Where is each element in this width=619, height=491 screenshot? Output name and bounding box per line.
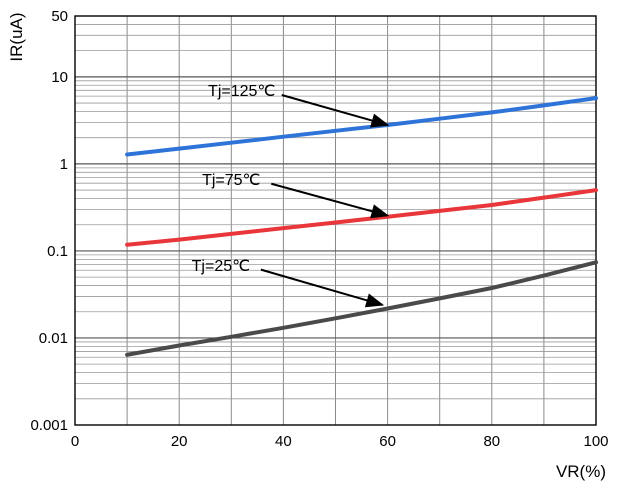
y-tick-label: 50: [51, 8, 68, 25]
y-tick-label: 0.001: [30, 417, 68, 434]
tick-labels: 0 20 40 60 80 100 50 10 1 0.1 0.01 0.001: [30, 8, 608, 450]
series-line-2: [125, 260, 598, 357]
y-tick-label: 10: [51, 69, 68, 86]
annotation-arrow-1: [271, 182, 390, 219]
annotation-label-2: Tj=25℃: [192, 258, 250, 275]
x-tick-label: 80: [483, 433, 500, 450]
x-axis-title: VR(%): [556, 462, 606, 481]
x-tick-label: 60: [379, 433, 396, 450]
plot-border: [74, 15, 597, 426]
x-tick-label: 0: [71, 433, 79, 450]
y-tick-label: 0.01: [39, 330, 68, 347]
x-tick-label: 100: [583, 433, 608, 450]
x-tick-label: 20: [171, 433, 188, 450]
annotation-arrow-2: [260, 268, 385, 308]
annotation-label-0: Tj=125℃: [208, 83, 275, 100]
annotation-label-1: Tj=75℃: [202, 172, 260, 189]
y-tick-label: 1: [60, 156, 68, 173]
y-axis-title: IR(uA): [7, 12, 26, 61]
annotations: Tj=125℃ Tj=75℃ Tj=25℃: [192, 83, 390, 308]
annotation-arrow-0: [281, 94, 390, 128]
series-line-1: [125, 188, 598, 247]
x-tick-label: 40: [275, 433, 292, 450]
y-tick-label: 0.1: [47, 243, 68, 260]
series-line-0: [125, 96, 598, 157]
plot-frame: [74, 15, 597, 426]
series-lines: [125, 96, 598, 357]
